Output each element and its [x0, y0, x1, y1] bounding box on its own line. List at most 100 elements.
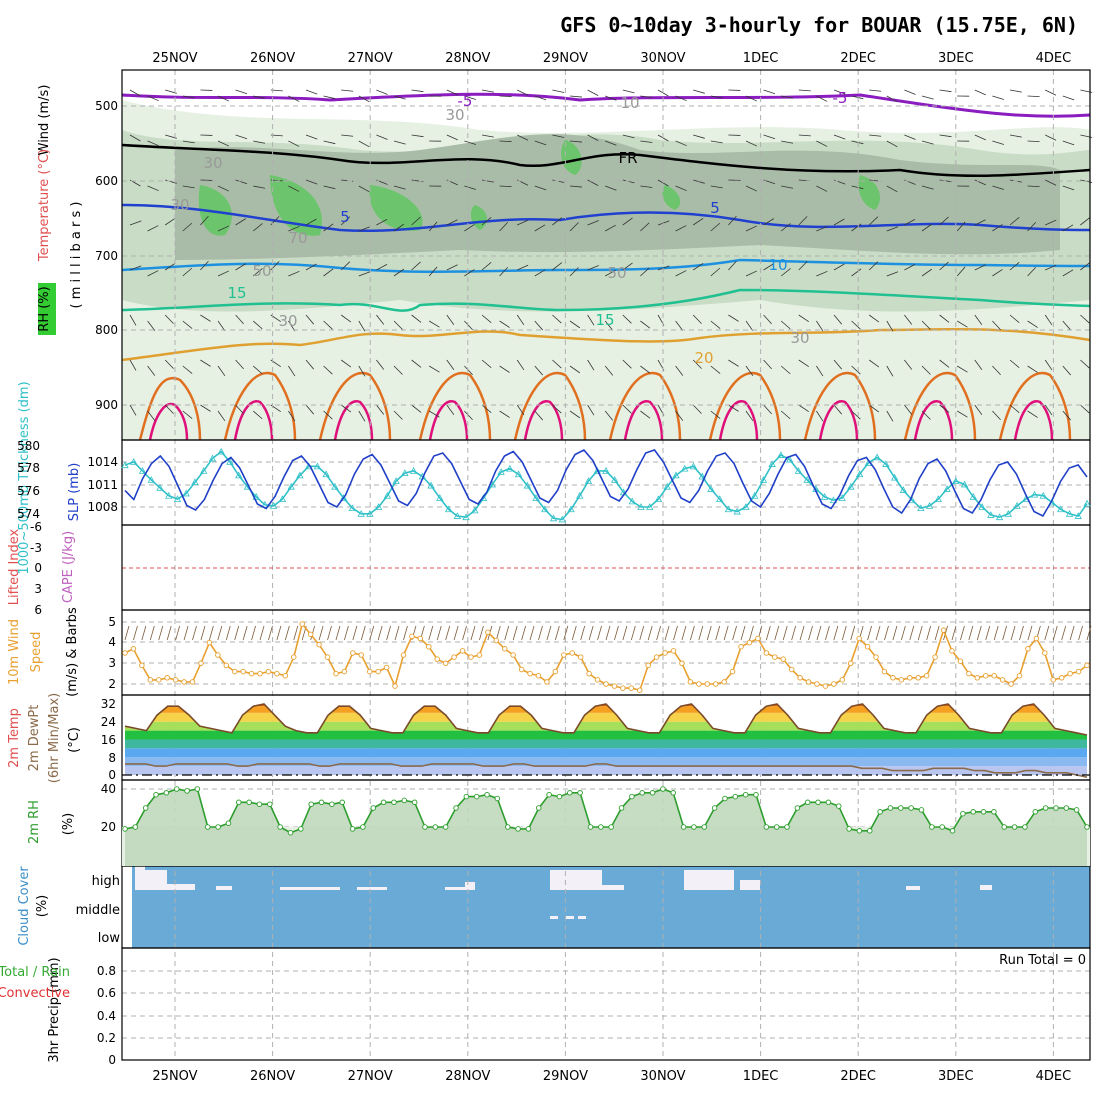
wind-barb	[833, 218, 845, 226]
wind10-speed-series-point	[890, 675, 896, 681]
date-label-top: 29NOV	[543, 51, 588, 66]
thickness-series-point	[794, 467, 803, 474]
rh2m-series-point	[846, 826, 852, 832]
pressure-tick-label: 700	[95, 249, 118, 263]
rh2m-tick-label: 40	[101, 782, 116, 796]
contour-label: 5	[710, 199, 720, 217]
wind-barb	[517, 89, 529, 96]
thickness-series-point	[995, 513, 1004, 521]
rh2m-series-point	[618, 805, 625, 811]
wind-barb	[217, 410, 226, 422]
rh2m-series-point	[670, 790, 676, 796]
wind-barb	[446, 134, 458, 141]
wind10-speed-series-point	[687, 679, 694, 685]
wind10-barb	[554, 625, 560, 641]
wind-barb	[376, 359, 385, 370]
wind-barb	[358, 95, 370, 103]
wind-barb	[182, 95, 195, 99]
wind-barb	[428, 320, 440, 328]
wind-barb	[992, 320, 1001, 331]
wind-barb	[481, 216, 492, 226]
wind-barb	[710, 267, 721, 277]
wind-barb	[1080, 359, 1090, 369]
thickness-tick-label: 580	[17, 439, 40, 453]
wind10-barb	[656, 625, 662, 641]
wind-barb	[710, 320, 721, 329]
wind-barb	[446, 219, 458, 226]
wind-barb	[288, 225, 300, 232]
wind-barb	[1062, 365, 1071, 376]
slp-tick-label: 1011	[87, 478, 118, 492]
rh2m-series-point	[132, 824, 139, 830]
wind-barb	[833, 89, 846, 95]
contour-label: 10	[768, 256, 787, 274]
wind-barb	[640, 95, 653, 98]
wind10-title-label: 10m Wind	[7, 619, 22, 685]
wind10-barb	[141, 625, 147, 641]
stability-tick-label: -3	[30, 541, 42, 555]
wind-barb	[605, 185, 617, 191]
thickness-tick-label: 578	[17, 461, 40, 475]
wind-barb	[446, 89, 458, 96]
thickness-series-point	[593, 467, 601, 474]
wind10-barb	[352, 625, 358, 641]
wind10-speed-series-point	[864, 643, 871, 650]
wind10-barb	[192, 625, 197, 641]
wind-barb	[288, 185, 300, 192]
thickness-series-point	[969, 493, 977, 500]
wind10-barb	[968, 625, 974, 641]
wind10-barb	[175, 625, 181, 641]
wind-barb	[781, 185, 794, 189]
wind-barb	[129, 134, 141, 142]
rh2m-series-point	[763, 824, 770, 830]
wind-barb	[182, 140, 195, 144]
wind10-barb	[926, 625, 932, 641]
thickness-series	[124, 450, 1088, 521]
rh2m-series-point	[504, 824, 511, 830]
wind-barb	[428, 410, 440, 418]
thickness-series-point	[269, 502, 278, 509]
thickness-series-point	[855, 470, 864, 478]
wind10-barb	[453, 625, 459, 641]
wind-barb	[939, 134, 952, 138]
wind-barb	[1080, 262, 1091, 271]
wind-barb	[129, 359, 137, 371]
wind10-barb	[293, 625, 299, 641]
wind-barb	[622, 314, 632, 324]
rh2m-series-point	[660, 786, 666, 792]
rh2m-series-point	[587, 824, 594, 830]
wind-barb	[974, 179, 986, 186]
temperature-label: Temperature (°C)	[37, 149, 52, 262]
wind-barb	[587, 359, 595, 371]
wind-barb	[710, 140, 723, 144]
wind-barb	[921, 268, 933, 277]
rh2m-series-point	[401, 797, 408, 804]
thickness-tick-label: 576	[17, 484, 40, 498]
contour-label: 20	[694, 349, 713, 367]
thickness-series-point	[899, 486, 908, 493]
wind10-barb	[335, 625, 341, 641]
wind-barb	[517, 134, 529, 141]
contour-label: 30	[445, 106, 464, 124]
wind10-barb	[234, 625, 240, 641]
wind10-barb	[1086, 625, 1092, 641]
wind-barb	[781, 95, 794, 99]
thickness-series-point	[917, 504, 925, 512]
rh2m-series-point	[753, 791, 759, 798]
rh2m-series-point	[153, 791, 159, 798]
thickness-series-point	[165, 491, 173, 499]
dewpt-series	[125, 763, 1088, 778]
wind-barb	[517, 264, 529, 271]
rh2m-series-point	[567, 790, 573, 796]
wind-barb	[129, 89, 141, 97]
thickness-series-point	[785, 455, 794, 463]
cloud-title-label: Cloud Cover	[17, 866, 32, 946]
thickness-series-point	[497, 468, 505, 475]
wind-barb	[358, 271, 371, 277]
wind-barb	[816, 140, 828, 147]
wind-barb	[604, 365, 614, 376]
date-label-bottom: 29NOV	[543, 1069, 588, 1084]
wind-barb	[921, 223, 933, 232]
wind-barb	[604, 410, 614, 421]
wind10-barb	[943, 625, 948, 641]
